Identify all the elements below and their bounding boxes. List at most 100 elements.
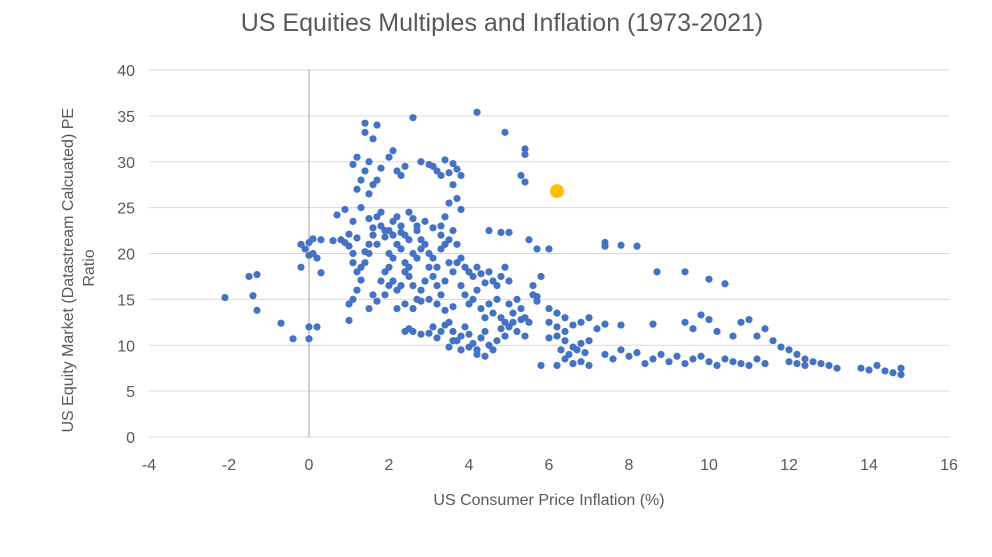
data-point (593, 325, 601, 333)
data-point (433, 263, 441, 271)
highlight-point (550, 184, 564, 199)
data-point (705, 315, 713, 324)
data-point (449, 337, 457, 345)
data-point (401, 162, 409, 170)
data-point (429, 254, 437, 262)
data-point (529, 282, 537, 290)
data-point (601, 350, 609, 359)
data-point (761, 325, 769, 333)
data-point (409, 327, 417, 336)
data-point (525, 318, 533, 326)
data-point (369, 224, 377, 232)
data-point (317, 269, 325, 277)
data-point (769, 337, 777, 345)
data-point (341, 205, 349, 214)
data-point (617, 321, 625, 329)
data-point (497, 325, 505, 333)
data-point (405, 208, 413, 216)
data-point (473, 286, 481, 294)
data-point (625, 352, 633, 360)
data-point (429, 272, 437, 281)
data-point (437, 327, 445, 336)
data-point (525, 236, 533, 244)
y-axis-ticks: 0 5 10 15 20 25 30 35 40 (117, 63, 135, 447)
data-point (313, 323, 321, 331)
data-point (649, 355, 657, 363)
data-point (457, 332, 465, 340)
data-point (497, 228, 505, 236)
data-point (457, 254, 465, 262)
data-point (377, 208, 385, 216)
data-point (681, 268, 689, 276)
data-point (477, 270, 485, 278)
data-point (473, 263, 481, 271)
data-point (289, 335, 297, 343)
data-point (697, 311, 705, 319)
data-point (485, 226, 493, 235)
data-point (553, 323, 561, 331)
data-point (473, 350, 481, 359)
data-point (349, 259, 357, 267)
data-point (377, 277, 385, 285)
data-point (521, 332, 529, 340)
data-point (389, 254, 397, 262)
data-point (585, 337, 593, 345)
data-point (537, 361, 545, 370)
data-point (705, 358, 713, 366)
data-point (481, 352, 489, 360)
x-tick-label: 16 (940, 457, 958, 474)
data-point (465, 330, 473, 338)
data-point (461, 323, 469, 331)
y-tick-label: 15 (117, 292, 135, 309)
data-point (413, 222, 421, 230)
data-point (897, 371, 905, 379)
y-tick-label: 5 (126, 384, 135, 401)
data-point (413, 254, 421, 262)
data-point (249, 292, 257, 300)
data-point (305, 323, 313, 331)
data-point (521, 150, 529, 159)
data-point (729, 358, 737, 366)
data-point (297, 263, 305, 271)
data-point (721, 280, 729, 288)
data-point (713, 361, 721, 370)
data-point (365, 190, 373, 198)
data-points (221, 108, 905, 379)
data-point (409, 215, 417, 223)
data-point (449, 268, 457, 276)
data-point (453, 165, 461, 173)
x-axis-title: US Consumer Price Inflation (%) (433, 492, 664, 509)
data-point (533, 245, 541, 253)
data-point (509, 309, 517, 317)
data-point (481, 327, 489, 336)
data-point (793, 350, 801, 359)
chart-title: US Equities Multiples and Inflation (197… (241, 9, 764, 37)
data-point (357, 176, 365, 184)
data-point (473, 108, 481, 116)
data-point (365, 249, 373, 258)
data-point (317, 236, 325, 244)
data-point (505, 277, 513, 285)
data-point (433, 334, 441, 342)
data-point (581, 348, 589, 357)
data-point (737, 360, 745, 368)
data-point (485, 268, 493, 276)
data-point (681, 360, 689, 368)
data-point (521, 178, 529, 186)
data-point (785, 346, 793, 354)
data-point (561, 327, 569, 336)
data-point (825, 361, 833, 370)
y-axis-title-line-1: US Equity Market (Datastream Calcuated) … (60, 108, 77, 433)
data-point (461, 291, 469, 299)
data-point (513, 327, 521, 336)
data-point (745, 315, 753, 324)
y-axis-title-line-2: Ratio (81, 249, 98, 286)
data-point (881, 367, 889, 375)
data-point (501, 332, 509, 340)
data-point (309, 235, 317, 243)
data-point (493, 282, 501, 290)
data-point (357, 204, 365, 212)
x-tick-label: -2 (222, 457, 236, 474)
data-point (833, 364, 841, 372)
